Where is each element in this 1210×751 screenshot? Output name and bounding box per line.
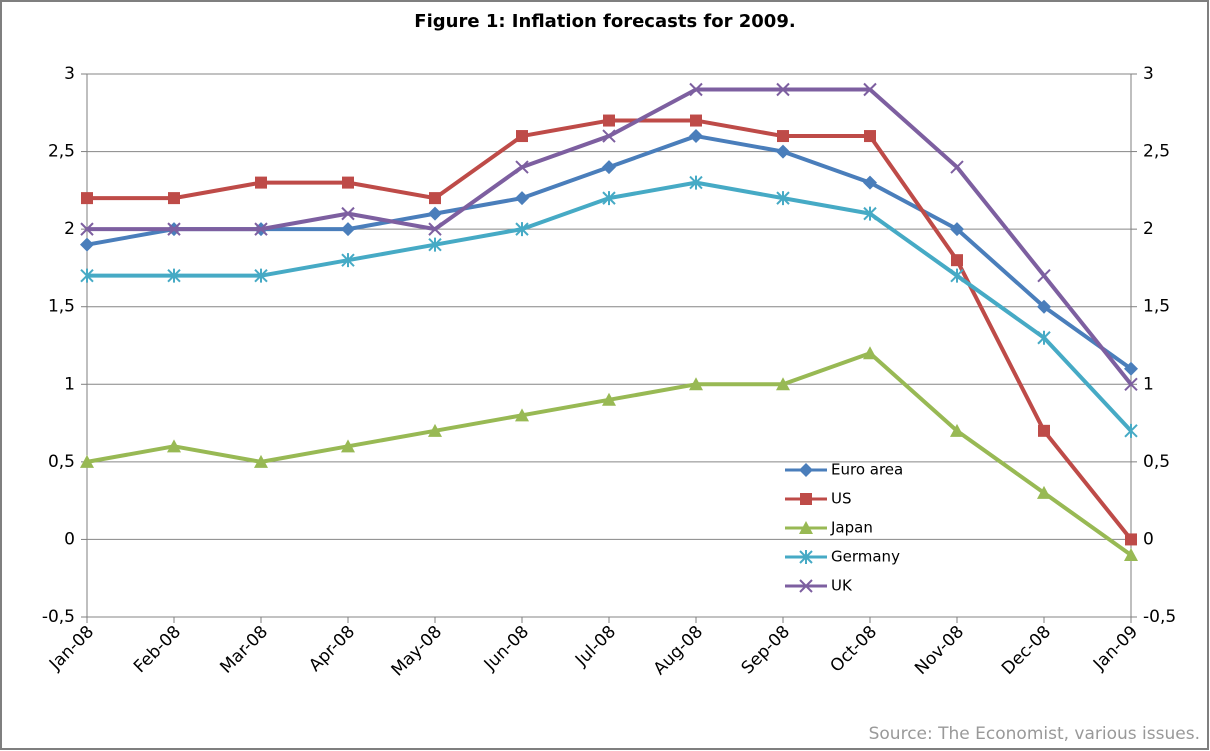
marker (167, 222, 181, 236)
marker (603, 114, 615, 127)
marker (690, 114, 702, 127)
y-tick-label: 1 (64, 374, 75, 394)
marker (341, 222, 355, 237)
marker (1124, 547, 1138, 561)
y-tick-label: 2 (64, 219, 75, 239)
marker (777, 130, 789, 143)
marker (863, 175, 877, 190)
marker (515, 222, 529, 237)
marker (799, 550, 813, 564)
marker (515, 408, 529, 422)
marker (1037, 485, 1051, 499)
y-tick-label: 3 (64, 64, 75, 84)
marker (799, 579, 813, 593)
legend-label: US (831, 490, 852, 508)
marker (1124, 377, 1138, 391)
marker (254, 222, 268, 236)
marker (341, 206, 355, 221)
marker (950, 222, 964, 237)
marker (800, 493, 812, 505)
marker (863, 206, 877, 221)
y2-tick-label: 0,5 (1143, 452, 1170, 472)
legend-label: Japan (830, 519, 873, 537)
marker (1037, 299, 1051, 314)
source-note: Source: The Economist, various issues. (869, 724, 1200, 744)
marker (1038, 424, 1050, 437)
marker (863, 346, 877, 360)
y-tick-label: -0,5 (42, 607, 75, 627)
marker (515, 160, 529, 174)
marker (689, 175, 703, 190)
marker (516, 130, 528, 143)
marker (951, 254, 963, 267)
y2-tick-label: 1,5 (1143, 297, 1170, 317)
legend-label: Germany (831, 548, 900, 566)
marker (428, 237, 442, 252)
marker (950, 268, 964, 283)
marker (429, 192, 441, 205)
marker (254, 454, 268, 468)
marker (602, 129, 616, 143)
marker (80, 268, 94, 283)
marker (689, 129, 703, 144)
marker (428, 222, 442, 236)
marker (863, 82, 877, 97)
marker (80, 237, 94, 252)
marker (776, 82, 790, 97)
y-tick-label: 0 (64, 529, 75, 549)
marker (167, 268, 181, 283)
marker (950, 160, 964, 174)
chart-title: Figure 1: Inflation forecasts for 2009. (414, 11, 795, 32)
marker (342, 176, 354, 189)
marker (255, 176, 267, 189)
y-tick-label: 2,5 (48, 142, 75, 162)
marker (1125, 533, 1137, 546)
marker (81, 192, 93, 205)
marker (515, 191, 529, 206)
marker (799, 463, 813, 477)
marker (80, 222, 94, 236)
marker (168, 192, 180, 205)
marker (864, 130, 876, 143)
marker (341, 253, 355, 268)
legend-label: UK (831, 577, 853, 595)
y-tick-label: 1,5 (48, 297, 75, 317)
marker (80, 454, 94, 468)
plot-area (86, 73, 1132, 618)
legend-label: Euro area (831, 461, 903, 479)
y2-tick-label: 2,5 (1143, 142, 1170, 162)
y2-tick-label: 1 (1143, 374, 1154, 394)
marker (799, 521, 813, 534)
marker (776, 191, 790, 206)
marker (950, 423, 964, 437)
y2-tick-label: -0,5 (1143, 607, 1176, 627)
y2-tick-label: 2 (1143, 219, 1154, 239)
marker (689, 377, 703, 391)
y-tick-label: 0,5 (48, 452, 75, 472)
marker (1037, 268, 1051, 283)
marker (602, 160, 616, 175)
marker (1124, 423, 1138, 438)
marker (428, 423, 442, 437)
marker (167, 439, 181, 453)
marker (254, 268, 268, 283)
y2-tick-label: 3 (1143, 64, 1154, 84)
marker (1037, 330, 1051, 345)
marker (602, 392, 616, 406)
marker (428, 206, 442, 221)
marker (341, 439, 355, 453)
marker (776, 377, 790, 391)
y2-tick-label: 0 (1143, 529, 1154, 549)
marker (776, 144, 790, 159)
marker (689, 82, 703, 97)
marker (1124, 361, 1138, 376)
marker (602, 191, 616, 206)
